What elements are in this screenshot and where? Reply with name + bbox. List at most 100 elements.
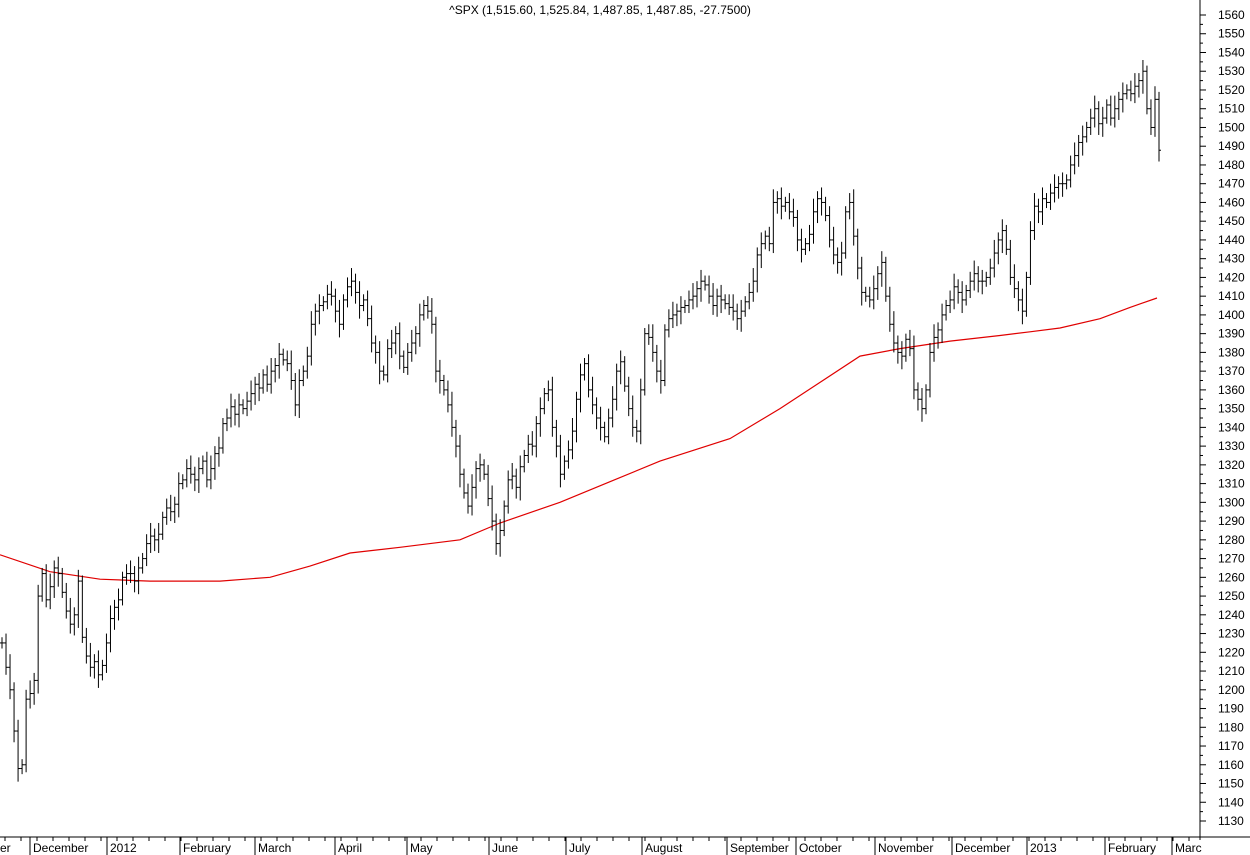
price-bar — [682, 299, 687, 314]
price-bar — [952, 273, 957, 310]
price-bar — [658, 359, 663, 394]
price-bar — [787, 193, 792, 220]
price-bar — [735, 303, 740, 330]
price-bar — [453, 419, 458, 458]
price-bar — [494, 513, 499, 555]
price-bar — [329, 281, 334, 306]
price-bar — [353, 273, 358, 304]
x-tick-label: December — [955, 841, 1010, 855]
price-bar — [72, 607, 77, 636]
price-bar — [48, 573, 53, 610]
price-bar — [1036, 198, 1041, 224]
price-bar — [767, 226, 772, 252]
y-tick-label: 1270 — [1218, 552, 1245, 566]
price-bar — [393, 326, 398, 355]
price-bar — [92, 654, 97, 679]
price-bar — [614, 363, 619, 411]
y-tick-label: 1190 — [1218, 702, 1244, 716]
price-bar — [759, 232, 764, 269]
y-tick-label: 1510 — [1218, 102, 1245, 116]
price-bar — [269, 358, 274, 394]
price-bar — [678, 296, 683, 325]
price-bar — [727, 294, 732, 315]
price-bar — [719, 284, 724, 314]
price-bar — [341, 294, 346, 330]
price-bar — [482, 459, 487, 480]
price-bar — [337, 299, 342, 338]
price-bar — [594, 397, 599, 430]
price-bar — [1008, 239, 1013, 285]
price-bar — [811, 198, 816, 244]
price-bar — [566, 440, 571, 469]
price-bar — [755, 247, 760, 293]
price-bar — [0, 637, 4, 649]
price-bar — [249, 380, 254, 411]
price-bar — [851, 189, 856, 246]
price-bar — [1040, 187, 1045, 225]
price-bar — [80, 575, 85, 643]
price-bar — [104, 633, 109, 673]
price-bar — [674, 303, 679, 327]
price-bar — [401, 350, 406, 374]
price-bar — [1112, 95, 1117, 128]
price-bar — [526, 434, 531, 463]
price-bar — [44, 564, 49, 608]
price-bar — [771, 189, 776, 254]
price-bar — [1096, 101, 1101, 135]
y-tick-label: 1540 — [1218, 45, 1245, 59]
y-tick-label: 1220 — [1218, 645, 1245, 659]
y-tick-label: 1310 — [1218, 477, 1245, 491]
price-bar — [807, 224, 812, 252]
price-bar — [152, 528, 157, 552]
y-tick-label: 1550 — [1218, 27, 1245, 41]
price-bar — [984, 271, 989, 287]
price-bar — [791, 198, 796, 227]
price-bar — [470, 474, 475, 516]
price-bar — [887, 286, 892, 332]
price-bar — [1092, 95, 1097, 128]
price-bar — [216, 436, 221, 467]
price-bar — [502, 500, 507, 537]
price-bar — [381, 365, 386, 381]
price-bar — [1120, 82, 1125, 113]
x-tick-label: June — [492, 841, 518, 855]
price-bar — [1088, 108, 1093, 135]
price-bar — [610, 386, 615, 428]
price-bar — [992, 239, 997, 278]
price-bar — [433, 316, 438, 383]
price-bar — [208, 455, 213, 490]
price-bar — [586, 354, 591, 398]
x-tick-label: Marc — [1175, 841, 1202, 855]
price-bar — [108, 605, 113, 653]
price-bar — [88, 642, 93, 677]
price-bar — [1028, 221, 1033, 285]
y-tick-label: 1130 — [1218, 814, 1244, 828]
price-bar — [156, 522, 161, 553]
y-tick-label: 1290 — [1218, 514, 1245, 528]
price-bar — [1084, 121, 1089, 143]
price-bar — [184, 459, 189, 488]
price-bar — [417, 303, 422, 347]
x-tick-label: July — [569, 841, 590, 855]
x-tick-label: September — [730, 841, 789, 855]
price-bar — [662, 324, 667, 387]
y-tick-label: 1430 — [1218, 252, 1245, 266]
y-tick-label: 1380 — [1218, 345, 1245, 359]
price-bars-group — [0, 59, 1161, 782]
price-bar — [120, 571, 125, 606]
moving-average-line — [0, 297, 1158, 582]
price-bar — [297, 369, 302, 418]
price-bar — [20, 759, 25, 775]
y-tick-label: 1280 — [1218, 533, 1245, 547]
price-bar — [883, 256, 888, 302]
price-bar — [936, 322, 941, 349]
price-bar — [281, 348, 286, 366]
price-bar — [650, 324, 655, 362]
price-bar — [413, 326, 418, 355]
price-bar — [445, 380, 450, 413]
price-bar — [409, 329, 414, 362]
price-bar — [293, 373, 298, 417]
price-bar — [996, 232, 1001, 265]
price-bar — [847, 193, 852, 220]
price-bar — [1080, 125, 1085, 156]
